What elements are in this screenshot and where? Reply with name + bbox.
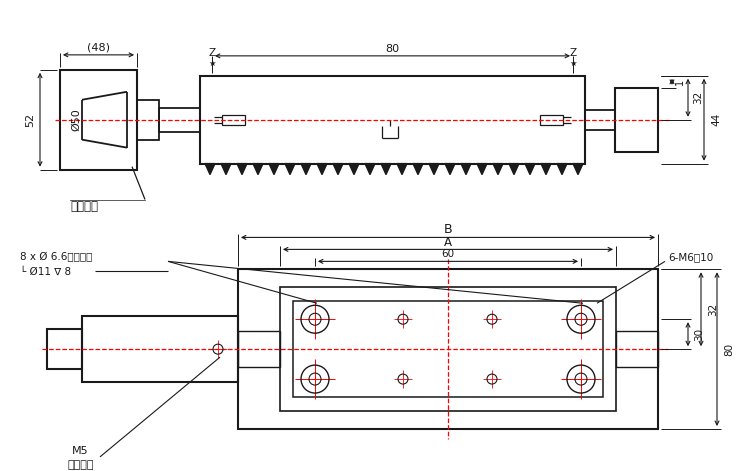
Polygon shape [349, 163, 359, 175]
Polygon shape [573, 163, 583, 175]
Polygon shape [333, 163, 343, 175]
Bar [585, 110, 615, 130]
Text: └ Ø11 ∇ 8: └ Ø11 ∇ 8 [20, 266, 71, 276]
Text: 44: 44 [711, 113, 721, 126]
Text: Z: Z [209, 48, 215, 58]
Text: ★: ★ [569, 59, 577, 68]
Polygon shape [541, 163, 551, 175]
Text: B: B [444, 223, 452, 236]
Text: (48): (48) [87, 43, 110, 53]
Text: 32: 32 [708, 303, 718, 316]
Text: 30: 30 [694, 328, 704, 341]
Text: 6-M6深10: 6-M6深10 [668, 252, 713, 262]
Bar [82, 316, 238, 382]
Bar [159, 108, 200, 132]
Text: Z: Z [569, 48, 577, 58]
Bar [47, 329, 82, 369]
Text: 1: 1 [675, 79, 685, 85]
Bar [222, 115, 245, 125]
Bar [280, 287, 616, 411]
Bar [293, 301, 603, 397]
Polygon shape [461, 163, 471, 175]
Text: 60: 60 [442, 249, 454, 260]
Text: 52: 52 [25, 113, 35, 127]
Polygon shape [445, 163, 455, 175]
Polygon shape [221, 163, 231, 175]
Text: 8 x Ø 6.6完全贯穿: 8 x Ø 6.6完全贯穿 [20, 252, 92, 262]
Polygon shape [285, 163, 295, 175]
Text: ★: ★ [209, 59, 216, 68]
Polygon shape [205, 163, 215, 175]
Polygon shape [509, 163, 519, 175]
Polygon shape [413, 163, 423, 175]
Text: 80: 80 [724, 342, 734, 356]
Text: A: A [444, 236, 452, 249]
Polygon shape [397, 163, 407, 175]
Text: Ø50: Ø50 [71, 108, 81, 131]
Polygon shape [493, 163, 503, 175]
Polygon shape [525, 163, 535, 175]
Polygon shape [381, 163, 391, 175]
Polygon shape [365, 163, 375, 175]
Text: 直纹滅花: 直纹滅花 [70, 200, 98, 212]
Bar [200, 76, 585, 163]
Text: M5: M5 [72, 446, 88, 456]
Bar [615, 88, 658, 152]
Polygon shape [477, 163, 487, 175]
Polygon shape [253, 163, 263, 175]
Text: 32: 32 [693, 91, 703, 105]
Bar [238, 269, 658, 429]
Text: 80: 80 [386, 44, 400, 54]
Bar [238, 331, 280, 367]
Polygon shape [269, 163, 279, 175]
Bar [616, 331, 658, 367]
Polygon shape [237, 163, 247, 175]
Bar [540, 115, 563, 125]
Polygon shape [301, 163, 311, 175]
Polygon shape [429, 163, 439, 175]
Polygon shape [317, 163, 327, 175]
Bar [60, 70, 137, 170]
Text: 锁紧螺丝: 锁紧螺丝 [68, 460, 94, 470]
Polygon shape [557, 163, 567, 175]
Bar [137, 100, 159, 140]
